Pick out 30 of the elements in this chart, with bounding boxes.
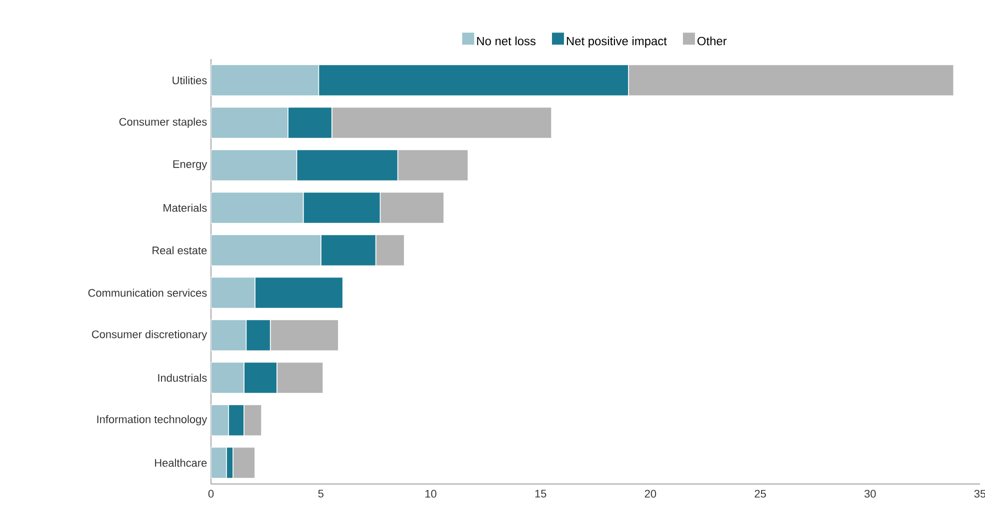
bar (211, 234, 322, 266)
x-tick-label: 30 (864, 490, 876, 498)
x-tick-label: 0 (208, 490, 214, 498)
y-tick-label: Consumer staples (119, 118, 207, 128)
x-tick-label: 15 (535, 490, 546, 498)
legend-label: Other (698, 36, 727, 46)
x-tick-label: 25 (754, 490, 766, 498)
y-tick-label: Energy (173, 160, 208, 170)
x-tick-label: 20 (644, 490, 656, 498)
y-tick-label: Healthcare (155, 458, 207, 467)
y-tick-label: Industrials (158, 374, 207, 382)
bar (211, 362, 244, 394)
y-tick-label: Consumer discretionary (92, 330, 208, 340)
y-tick-label: Communication services (88, 288, 207, 297)
y-tick-label: Real estate (152, 246, 207, 254)
bar (211, 319, 247, 352)
legend-label: Net positive impact (566, 36, 667, 48)
bar (211, 404, 229, 436)
bar (211, 106, 288, 139)
x-tick-label: 5 (318, 490, 324, 498)
bar (211, 64, 320, 96)
bar (211, 276, 256, 309)
y-tick-label: Materials (164, 204, 207, 212)
x-tick-label: 10 (425, 490, 436, 498)
legend-label: No net loss (477, 36, 536, 46)
bar (211, 192, 304, 224)
bar (211, 446, 227, 479)
y-tick-label: Information technology (97, 415, 208, 426)
y-tick-label: Utilities (172, 76, 207, 84)
bar (211, 149, 298, 182)
